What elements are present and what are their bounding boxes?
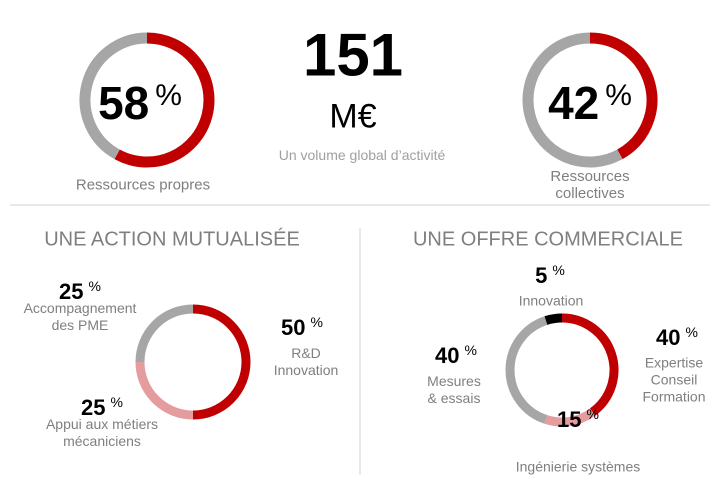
category-label: Ressources propres: [75, 176, 211, 194]
value: 42: [548, 77, 600, 129]
headline-value: 151: [302, 21, 404, 89]
donut-segment: [192, 304, 251, 420]
value-label: 25%: [81, 394, 123, 421]
value: 40: [656, 325, 681, 350]
donut-segment: [135, 304, 194, 363]
unit: %: [605, 79, 632, 112]
unit: %: [310, 314, 323, 330]
section-title: UNE OFFRE COMMERCIALE: [412, 228, 684, 251]
value-label: 5%: [535, 262, 565, 289]
donut-segment: [505, 316, 548, 424]
category-label: Accompagnement des PME: [23, 300, 137, 333]
value-label: 42%: [548, 76, 632, 130]
donut-segment: [79, 32, 148, 160]
value-label: 15%: [557, 406, 599, 433]
value: 40: [435, 343, 460, 368]
donut-segment: [589, 32, 658, 160]
category-label: Ingénierie systèmes: [515, 458, 641, 475]
category-label: Expertise Conseil Formation: [642, 354, 706, 405]
value-label: 40%: [656, 324, 698, 351]
value-label: 58%: [98, 76, 182, 130]
category-label: R&D Innovation: [273, 345, 339, 378]
value: 25: [81, 395, 106, 420]
donut-segment: [522, 32, 623, 168]
unit: %: [155, 79, 182, 112]
headline-unit: M€: [329, 97, 377, 136]
value: 50: [281, 315, 306, 340]
unit: %: [586, 406, 599, 422]
category-label: Appui aux métiers mécaniciens: [45, 416, 159, 449]
donut-segment: [544, 313, 563, 325]
category-label: Mesures & essais: [427, 373, 481, 406]
donut-segment: [135, 361, 194, 420]
donut-segment: [561, 313, 619, 416]
donut-segment: [544, 408, 596, 427]
value-label: 25%: [59, 278, 101, 305]
category-label: Ressources collectives: [550, 168, 630, 202]
category-label: Innovation: [518, 292, 584, 309]
unit: %: [464, 342, 477, 358]
value: 15: [557, 407, 582, 432]
value-label: 40%: [435, 342, 477, 369]
headline-subtitle: Un volume global d’activité: [278, 147, 446, 163]
value: 5: [535, 263, 548, 288]
donut-segment: [114, 32, 215, 168]
unit: %: [110, 394, 123, 410]
unit: %: [88, 278, 101, 294]
unit: %: [552, 262, 565, 278]
section-title: UNE ACTION MUTUALISÉE: [44, 228, 300, 251]
value: 58: [98, 77, 150, 129]
value: 25: [59, 279, 84, 304]
unit: %: [685, 324, 698, 340]
value-label: 50%: [281, 314, 323, 341]
